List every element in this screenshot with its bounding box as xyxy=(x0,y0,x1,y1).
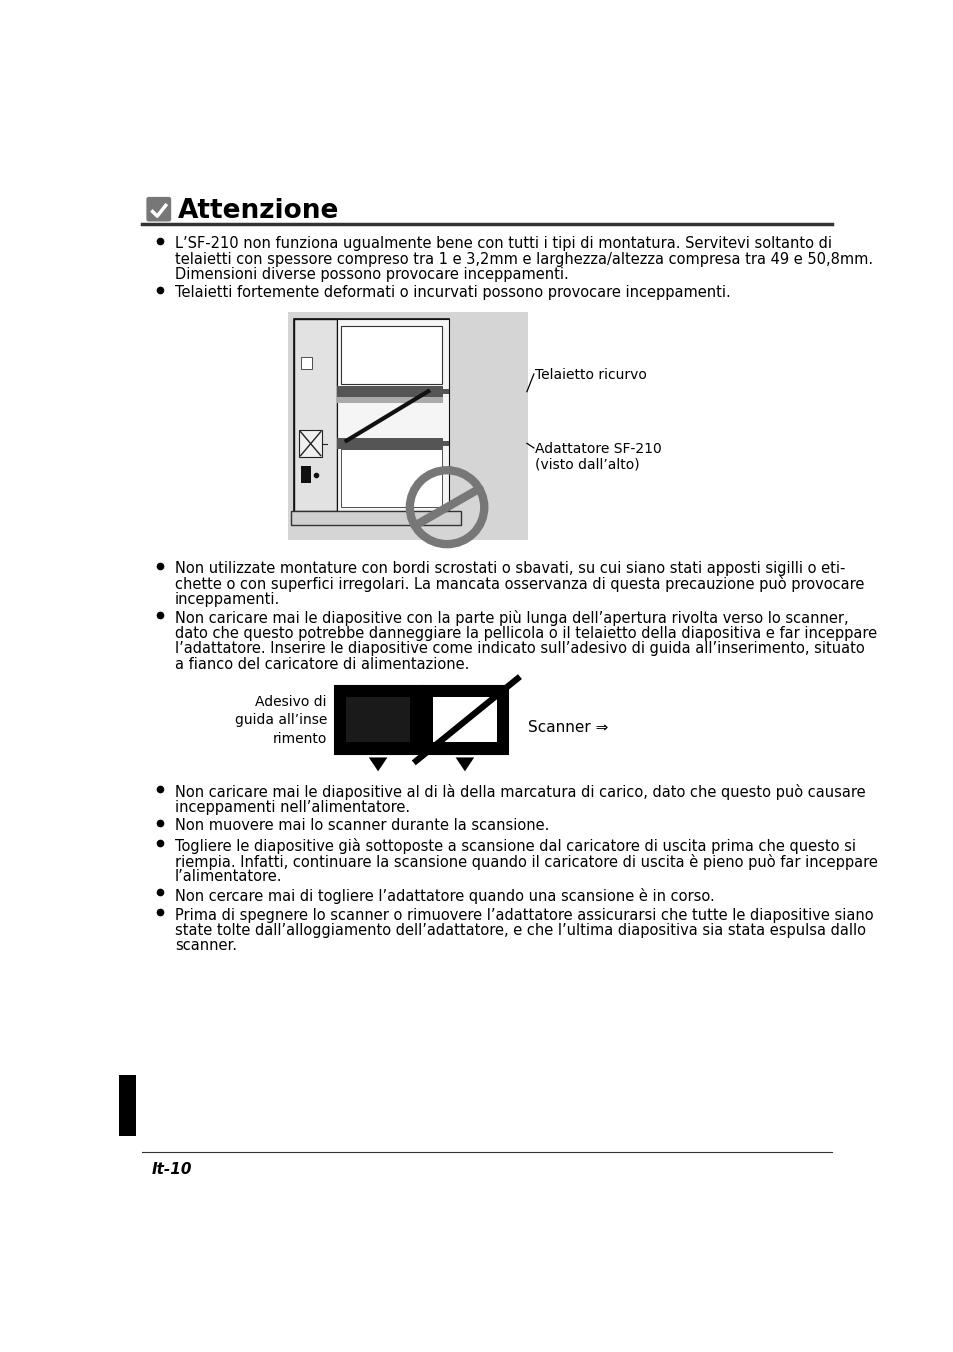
Polygon shape xyxy=(456,757,474,771)
Text: telaietti con spessore compreso tra 1 e 3,2mm e larghezza/altezza compresa tra 4: telaietti con spessore compreso tra 1 e … xyxy=(174,251,872,266)
Text: Attenzione: Attenzione xyxy=(178,197,339,223)
Bar xyxy=(336,387,443,397)
Text: Dimensioni diverse possono provocare inceppamenti.: Dimensioni diverse possono provocare inc… xyxy=(174,266,568,283)
Text: L’SF-210 non funziona ugualmente bene con tutti i tipi di montatura. Servitevi s: L’SF-210 non funziona ugualmente bene co… xyxy=(174,237,831,251)
Bar xyxy=(340,449,441,507)
Bar xyxy=(336,319,449,511)
Bar xyxy=(443,441,449,446)
Bar xyxy=(433,698,497,742)
Text: inceppamenti.: inceppamenti. xyxy=(174,592,280,607)
Text: a fianco del caricatore di alimentazione.: a fianco del caricatore di alimentazione… xyxy=(174,657,469,672)
Text: dato che questo potrebbe danneggiare la pellicola o il telaietto della diapositi: dato che questo potrebbe danneggiare la … xyxy=(174,626,876,641)
Text: It-10: It-10 xyxy=(152,1161,193,1176)
Text: Togliere le diapositive già sottoposte a scansione dal caricatore di uscita prim: Togliere le diapositive già sottoposte a… xyxy=(174,838,855,854)
Bar xyxy=(300,466,311,483)
Text: inceppamenti nell’alimentatore.: inceppamenti nell’alimentatore. xyxy=(174,800,410,815)
Bar xyxy=(346,698,410,742)
Text: chette o con superfici irregolari. La mancata osservanza di questa precauzione p: chette o con superfici irregolari. La ma… xyxy=(174,576,863,592)
Bar xyxy=(443,389,449,393)
Polygon shape xyxy=(369,757,387,771)
Bar xyxy=(298,430,322,457)
Bar xyxy=(294,319,449,511)
Bar xyxy=(335,685,421,753)
FancyBboxPatch shape xyxy=(146,197,171,222)
Text: state tolte dall’alloggiamento dell’adattatore, e che l’ultima diapositiva sia s: state tolte dall’alloggiamento dell’adat… xyxy=(174,923,865,938)
Text: Telaietti fortemente deformati o incurvati possono provocare inceppamenti.: Telaietti fortemente deformati o incurva… xyxy=(174,285,730,300)
Bar xyxy=(336,438,443,449)
Text: Non muovere mai lo scanner durante la scansione.: Non muovere mai lo scanner durante la sc… xyxy=(174,818,549,833)
Bar xyxy=(340,326,441,384)
Text: l’alimentatore.: l’alimentatore. xyxy=(174,869,282,884)
Text: Telaietto ricurvo: Telaietto ricurvo xyxy=(535,368,647,381)
Bar xyxy=(288,312,528,539)
Bar xyxy=(336,397,443,403)
Text: scanner.: scanner. xyxy=(174,938,236,953)
Text: Non utilizzate montature con bordi scrostati o sbavati, su cui siano stati appos: Non utilizzate montature con bordi scros… xyxy=(174,561,844,576)
Bar xyxy=(291,511,460,525)
Bar xyxy=(294,319,336,511)
Bar xyxy=(119,1075,136,1136)
Bar xyxy=(300,357,312,369)
Text: Non caricare mai le diapositive al di là della marcatura di carico, dato che que: Non caricare mai le diapositive al di là… xyxy=(174,784,864,800)
Text: Scanner ⇒: Scanner ⇒ xyxy=(527,719,607,734)
Text: Non cercare mai di togliere l’adattatore quando una scansione è in corso.: Non cercare mai di togliere l’adattatore… xyxy=(174,887,714,903)
Text: Adattatore SF-210
(visto dall’alto): Adattatore SF-210 (visto dall’alto) xyxy=(535,442,661,472)
Text: l’adattatore. Inserire le diapositive come indicato sull’adesivo di guida all’in: l’adattatore. Inserire le diapositive co… xyxy=(174,641,863,656)
Text: Non caricare mai le diapositive con la parte più lunga dell’apertura rivolta ver: Non caricare mai le diapositive con la p… xyxy=(174,610,848,626)
Bar xyxy=(421,685,508,753)
Text: Adesivo di
guida all’inse
rimento: Adesivo di guida all’inse rimento xyxy=(234,695,327,746)
Text: Prima di spegnere lo scanner o rimuovere l’adattatore assicurarsi che tutte le d: Prima di spegnere lo scanner o rimuovere… xyxy=(174,907,873,922)
Text: riempia. Infatti, continuare la scansione quando il caricatore di uscita è pieno: riempia. Infatti, continuare la scansion… xyxy=(174,853,877,869)
